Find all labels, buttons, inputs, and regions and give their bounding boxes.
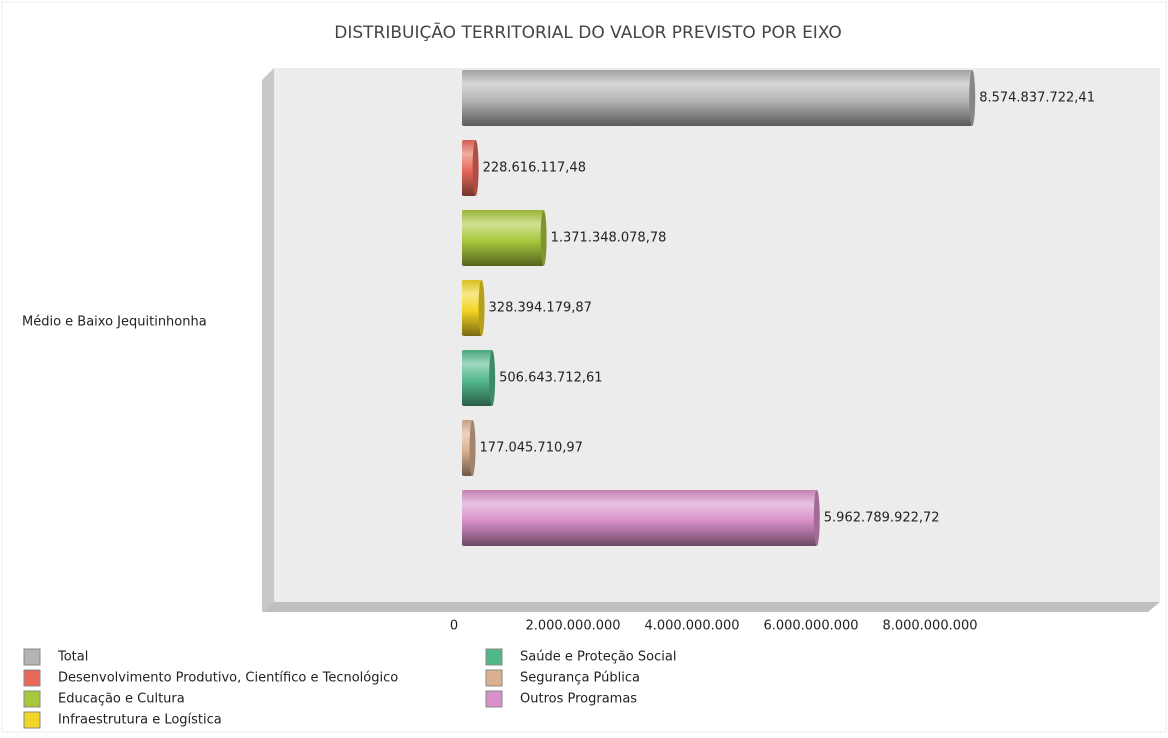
legend-label: Desenvolvimento Produtivo, Científico e … (58, 671, 398, 686)
legend-swatch (485, 648, 503, 666)
legend-label: Segurança Pública (520, 671, 640, 686)
bar-cap (469, 420, 476, 476)
legend-swatch (23, 648, 41, 666)
x-tick-label: 6.000.000.000 (763, 619, 858, 634)
legend-label: Saúde e Proteção Social (520, 650, 676, 665)
value-label: 506.643.712,61 (499, 371, 602, 386)
bar (462, 140, 476, 196)
value-label: 328.394.179,87 (489, 301, 592, 316)
x-tick-label: 8.000.000.000 (882, 619, 977, 634)
bar-cap (472, 140, 479, 196)
y-tick-label: Médio e Baixo Jequitinhonha (22, 315, 207, 330)
legend-swatch (23, 669, 41, 687)
legend-label: Total (57, 650, 88, 665)
side-wall (262, 68, 274, 612)
value-label: 8.574.837.722,41 (979, 91, 1095, 106)
bar (462, 210, 544, 266)
bar (462, 350, 493, 406)
value-label: 177.045.710,97 (480, 441, 583, 456)
bar-cap (969, 70, 976, 126)
x-tick-label: 2.000.000.000 (525, 619, 620, 634)
bar (462, 490, 817, 546)
value-label: 1.371.348.078,78 (551, 231, 667, 246)
x-tick-label: 0 (450, 619, 458, 634)
legend-label: Infraestrutura e Logística (58, 713, 222, 728)
bar (462, 280, 482, 336)
floor (262, 602, 1160, 612)
chart-title: DISTRIBUIÇÃO TERRITORIAL DO VALOR PREVIS… (334, 21, 842, 43)
legend-swatch (23, 690, 41, 708)
bar (462, 420, 473, 476)
legend-swatch (485, 690, 503, 708)
legend-swatch (485, 669, 503, 687)
value-label: 5.962.789.922,72 (824, 511, 940, 526)
legend-label: Outros Programas (520, 692, 637, 707)
bar-cap (813, 490, 820, 546)
bar-cap (478, 280, 485, 336)
bar (462, 70, 973, 126)
legend-label: Educação e Cultura (58, 692, 185, 707)
x-tick-label: 4.000.000.000 (644, 619, 739, 634)
value-label: 228.616.117,48 (483, 161, 586, 176)
bar-cap (540, 210, 547, 266)
legend-swatch (23, 711, 41, 729)
bar-cap (489, 350, 496, 406)
